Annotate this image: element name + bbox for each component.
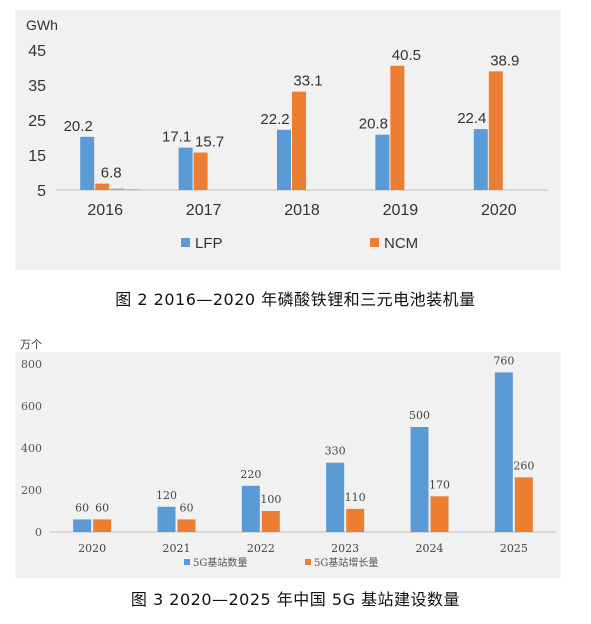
data-label-5G基站数量-2023: 330	[325, 445, 346, 458]
y-tick-label-2-2: 400	[21, 442, 42, 455]
y-unit-label-2: 万个	[20, 338, 42, 351]
data-label-NCM-2016: 6.8	[101, 165, 122, 182]
bar-5G基站增长量-2024	[430, 496, 449, 532]
y-tick-label-2-3: 600	[21, 400, 42, 413]
data-label-5G基站增长量-2025: 260	[513, 459, 534, 472]
bar-NCM-2016	[95, 183, 110, 190]
bar-5G基站数量-2022	[241, 485, 260, 532]
bar-NCM-2017	[193, 152, 208, 190]
bar-5G基站增长量-2022	[261, 511, 280, 532]
data-label-LFP-2020: 22.4	[457, 110, 486, 127]
x-tick-label-2017: 2017	[186, 202, 222, 219]
chart1-svg: GWh 5 15 25 35 45 2016 20.2 6.8 2017 17.1 15.7 2018 2…	[26, 17, 548, 252]
data-label-5G基站增长量-2021: 60	[180, 501, 194, 514]
bar-5G基站数量-2021	[157, 506, 176, 532]
bar-5G基站数量-2023	[326, 462, 345, 532]
y-tick-label-2: 25	[28, 113, 46, 130]
data-label-LFP-2018: 22.2	[260, 111, 289, 128]
data-label-NCM-2018: 33.1	[293, 73, 322, 90]
legend-swatch-LFP	[181, 238, 190, 247]
data-label-NCM-2019: 40.5	[392, 47, 421, 64]
bar-5G基站数量-2024	[410, 427, 429, 532]
y-tick-label-2-0: 0	[35, 526, 42, 539]
chart1-caption: 图 2 2016—2020 年磷酸铁锂和三元电池装机量	[115, 290, 476, 309]
x-tick-label-2-2022: 2022	[247, 542, 275, 555]
bar-5G基站增长量-2025	[514, 477, 533, 532]
legend-swatch-NCM	[370, 238, 379, 247]
y-tick-label-1: 15	[28, 148, 46, 165]
bar-LFP-2016	[80, 136, 95, 190]
data-label-NCM-2020: 38.9	[490, 52, 519, 69]
data-label-5G基站数量-2020: 60	[75, 501, 89, 514]
legend-label-NCM: NCM	[384, 235, 418, 252]
chart2-panel	[15, 352, 561, 578]
bar-5G基站增长量-2021	[177, 519, 196, 532]
data-label-LFP-2017: 17.1	[162, 129, 191, 146]
y-tick-label-4: 45	[28, 43, 46, 60]
data-label-5G基站数量-2025: 760	[493, 354, 514, 367]
data-label-5G基站增长量-2023: 110	[345, 491, 366, 504]
bar-5G基站增长量-2020	[93, 519, 112, 532]
legend-label-5G基站增长量: 5G基站增长量	[314, 556, 378, 569]
x-tick-label-2019: 2019	[383, 202, 419, 219]
x-tick-label-2-2023: 2023	[331, 542, 359, 555]
x-tick-label-2018: 2018	[284, 202, 320, 219]
x-tick-label-2016: 2016	[87, 202, 123, 219]
data-label-LFP-2019: 20.8	[359, 116, 388, 133]
x-tick-label-2020: 2020	[481, 202, 517, 219]
data-label-5G基站增长量-2022: 100	[260, 493, 281, 506]
bar-LFP-2017	[178, 147, 193, 190]
y-tick-label-3: 35	[28, 78, 46, 95]
x-tick-label-2-2024: 2024	[416, 542, 444, 555]
legend-label-LFP: LFP	[195, 235, 223, 252]
y-unit-label: GWh	[26, 17, 58, 33]
x-tick-label-2-2021: 2021	[163, 542, 191, 555]
x-tick-label-2-2025: 2025	[500, 542, 528, 555]
bar-series3-2016	[125, 188, 140, 190]
bar-5G基站增长量-2023	[346, 508, 365, 532]
bar-LFP-2019	[375, 134, 390, 190]
data-label-5G基站增长量-2024: 170	[429, 478, 450, 491]
legend-label-5G基站数量: 5G基站数量	[193, 556, 247, 569]
bar-NCM-2019	[390, 65, 405, 190]
data-label-5G基站数量-2022: 220	[240, 468, 261, 481]
legend-swatch-5G基站增长量	[305, 559, 311, 565]
bar-NCM-2018	[292, 91, 306, 190]
data-label-5G基站数量-2024: 500	[409, 409, 430, 422]
data-label-5G基站增长量-2020: 60	[95, 501, 109, 514]
legend-swatch-5G基站数量	[184, 559, 190, 565]
data-label-LFP-2016: 20.2	[64, 118, 93, 135]
data-label-5G基站数量-2021: 120	[156, 489, 177, 502]
y-tick-label-2-1: 200	[21, 484, 42, 497]
bar-LFP-2018	[277, 129, 291, 190]
bar-series2-2016	[110, 188, 125, 190]
chart2-caption: 图 3 2020—2025 年中国 5G 基站建设数量	[130, 590, 461, 609]
x-tick-label-2-2020: 2020	[78, 542, 106, 555]
bar-NCM-2020	[488, 71, 503, 190]
y-tick-label-0: 5	[37, 183, 46, 200]
y-tick-label-2-4: 800	[21, 358, 42, 371]
bar-LFP-2020	[473, 129, 488, 190]
data-label-NCM-2017: 15.7	[195, 134, 224, 151]
bar-5G基站数量-2020	[73, 519, 92, 532]
bar-5G基站数量-2025	[494, 372, 513, 532]
